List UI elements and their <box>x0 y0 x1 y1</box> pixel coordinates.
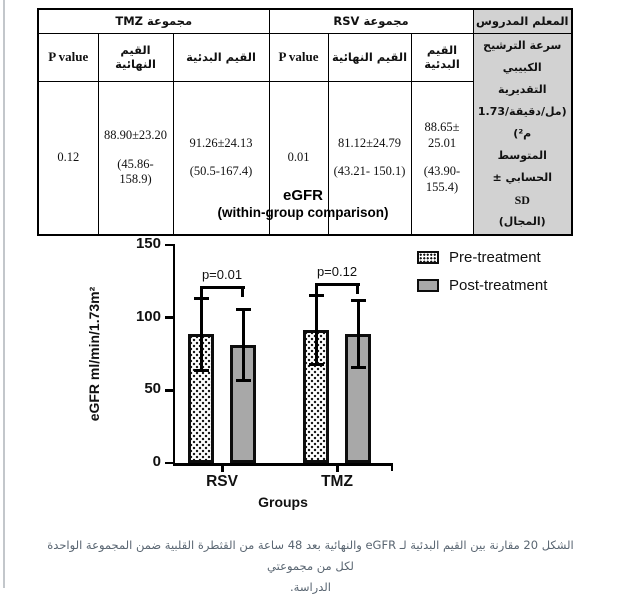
range-value: (50.5-167.4) <box>189 164 253 179</box>
mean-value: 88.90±23.20 <box>103 127 168 142</box>
significance-bracket-tick <box>241 286 244 297</box>
mean-value: 88.65± 25.01 <box>424 120 460 150</box>
y-tick <box>165 389 175 392</box>
param-line: SD <box>514 192 530 207</box>
cell-rsv-final: 81.12±24.79 (43.21- 150.1) <box>327 81 412 235</box>
pre-treatment-swatch-icon <box>417 251 439 264</box>
y-tick-label: 100 <box>135 307 161 325</box>
legend-label: Pre-treatment <box>449 249 541 266</box>
x-category-label: TMZ <box>321 473 353 490</box>
y-tick-label: 150 <box>135 235 161 252</box>
bar-rsv-pre-treatment <box>188 334 214 463</box>
x-category-label: RSV <box>206 473 238 490</box>
mean-value: 91.26±24.13 <box>189 135 253 150</box>
y-tick <box>165 461 175 465</box>
y-tick-label: 0 <box>152 453 161 470</box>
cell-tmz-final: 88.90±23.20 (45.86- 158.9) <box>97 81 174 235</box>
param-line: المتوسط الحسابي ± <box>492 148 552 184</box>
header-tmz-initial-values: القيم البدئية <box>172 32 270 83</box>
cell-parameter-description: سرعة الترشيح الكبيبي التقديرية (مل/دقيقة… <box>472 32 573 235</box>
post-treatment-swatch-icon <box>417 279 439 292</box>
error-bar-cap-top <box>193 296 209 300</box>
figure-caption: الشكل 20 مقارنة بين القيم البدئية لـ eGF… <box>40 535 581 598</box>
param-line: (مل/دقيقة/1.73 م²) <box>477 104 567 140</box>
header-rsv-pvalue: P value <box>268 32 329 83</box>
caption-line: الشكل 20 مقارنة بين القيم البدئية لـ eGF… <box>47 538 574 573</box>
significance-bracket-tick <box>356 283 359 294</box>
error-bar-cap-top <box>350 299 366 303</box>
significance-bracket <box>315 283 360 286</box>
y-axis <box>172 244 175 466</box>
error-bar-line <box>241 309 245 382</box>
x-tick <box>336 465 339 472</box>
range-value: (43.21- 150.1) <box>333 164 406 179</box>
mean-value: 81.12±24.79 <box>337 135 402 150</box>
param-line: سرعة الترشيح الكبيبي <box>483 38 562 74</box>
x-axis-label: Groups <box>258 494 308 510</box>
error-bar-cap-bottom <box>235 379 251 383</box>
page-left-border <box>3 0 5 588</box>
x-axis <box>172 463 393 466</box>
error-bar-cap-top <box>308 294 324 298</box>
chart-title: eGFR <box>282 187 323 204</box>
error-bar-cap-bottom <box>350 365 366 369</box>
error-bar-cap-bottom <box>308 363 324 367</box>
significance-bracket <box>200 286 245 289</box>
y-tick <box>165 243 175 247</box>
legend-label: Post-treatment <box>449 277 548 294</box>
y-tick <box>165 316 175 319</box>
header-tmz-final-values: القيم النهائية <box>97 32 174 83</box>
param-line: (المجال) <box>498 214 546 228</box>
cell-rsv-initial: 88.65± 25.01 (43.90- 155.4) <box>410 81 474 235</box>
x-tick <box>221 465 224 472</box>
header-group-tmz: مجموعة TMZ <box>37 8 270 34</box>
p-value-label: p=0.12 <box>316 264 358 279</box>
y-tick-label: 50 <box>144 380 161 398</box>
error-bar-line <box>199 297 203 371</box>
param-line: التقديرية <box>498 82 547 96</box>
error-bar-line <box>314 295 318 366</box>
chart-subtitle: (within-group comparison) <box>217 205 389 220</box>
error-bar-cap-bottom <box>193 368 209 372</box>
comparison-table: مجموعة TMZ مجموعة RSV المعلم المدروس P v… <box>37 8 573 236</box>
header-rsv-final-values: القيم النهائية <box>327 32 412 83</box>
cell-tmz-pvalue: 0.12 <box>37 81 99 235</box>
legend-item-post-treatment: Post-treatment <box>417 275 547 296</box>
header-rsv-initial-values: القيم البدئية <box>410 32 474 83</box>
header-studied-parameter: المعلم المدروس <box>472 8 573 34</box>
header-tmz-pvalue: P value <box>37 32 99 83</box>
y-axis-label: eGFR ml/min/1.73m² <box>86 286 102 422</box>
range-value: (45.86- 158.9) <box>117 156 154 187</box>
significance-bracket-tick <box>200 286 203 297</box>
legend-item-pre-treatment: Pre-treatment <box>417 247 547 268</box>
p-value-label: p=0.01 <box>201 267 243 282</box>
significance-bracket-tick <box>315 283 318 294</box>
error-bar-line <box>356 300 360 368</box>
header-group-rsv: مجموعة RSV <box>268 8 474 34</box>
range-value: (43.90- 155.4) <box>423 164 461 195</box>
chart-legend: Pre-treatment Post-treatment <box>417 247 547 303</box>
error-bar-cap-top <box>235 308 251 312</box>
x-end-tick <box>390 465 393 471</box>
